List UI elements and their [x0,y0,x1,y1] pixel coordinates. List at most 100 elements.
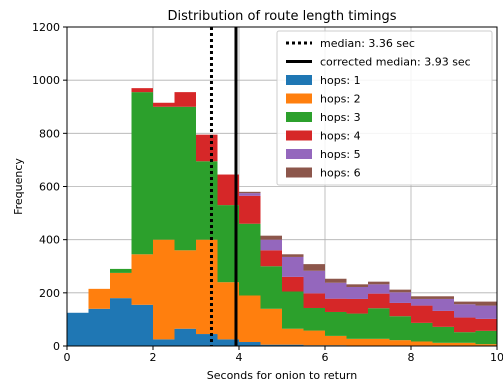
legend-patch-swatch [286,112,312,122]
legend-patch-swatch [286,130,312,141]
bar-hops-4-bin-15 [389,302,411,317]
bar-hops-6-bin-15 [389,289,411,293]
bar-hops-1-bin-8 [239,342,261,346]
bar-hops-4-bin-6 [196,134,218,162]
bar-hops-3-bin-13 [346,313,368,339]
y-tick-label: 200 [39,287,60,300]
bar-hops-1-bin-2 [110,298,132,346]
bar-hops-5-bin-14 [368,284,390,294]
x-axis-label: Seconds for onion to return [207,369,357,382]
bar-hops-1-bin-0 [67,312,89,346]
bar-hops-4-bin-3 [131,88,153,93]
bar-hops-2-bin-4 [153,239,175,340]
bar-hops-4-bin-7 [217,174,239,206]
bar-hops-6-bin-11 [303,264,325,271]
bar-hops-1-bin-6 [196,334,218,346]
x-tick-label: 10 [490,351,503,364]
bar-hops-3-bin-5 [174,106,196,251]
legend-patch-swatch [286,93,312,104]
bar-hops-6-bin-18 [454,301,476,305]
bar-hops-6-bin-8 [239,191,261,194]
bar-hops-2-bin-1 [88,288,110,309]
bar-hops-2-bin-11 [303,330,325,346]
legend-patch-swatch [286,75,312,85]
bar-hops-4-bin-17 [432,310,454,327]
bar-hops-1-bin-10 [282,344,304,346]
bar-hops-3-bin-2 [110,268,132,273]
bar-hops-2-bin-16 [411,341,433,346]
legend-patch-swatch [286,167,312,178]
bar-hops-5-bin-18 [454,304,476,318]
bar-hops-3-bin-18 [454,332,476,343]
bar-hops-2-bin-14 [368,338,390,346]
bar-hops-5-bin-8 [239,193,261,196]
bar-hops-2-bin-2 [110,272,132,299]
legend-entry-label: corrected median: 3.93 sec [320,56,471,69]
legend-box [276,30,493,186]
bar-hops-4-bin-4 [153,102,175,107]
bar-hops-3-bin-8 [239,223,261,296]
bar-hops-4-bin-8 [239,195,261,224]
bar-hops-5-bin-11 [303,270,325,294]
bar-hops-2-bin-10 [282,328,304,345]
bar-hops-6-bin-12 [325,278,347,283]
bar-hops-1-bin-5 [174,328,196,346]
bar-hops-6-bin-14 [368,281,390,285]
bar-hops-2-bin-17 [432,342,454,346]
bar-hops-5-bin-16 [411,298,433,306]
bar-hops-6-bin-10 [282,254,304,257]
bar-hops-5-bin-9 [260,239,282,251]
x-tick-label: 4 [236,351,243,364]
bar-hops-4-bin-18 [454,317,476,333]
y-tick-label: 600 [39,181,60,194]
legend-entry-label: hops: 3 [320,111,361,124]
chart-title: Distribution of route length timings [168,9,397,24]
bar-hops-4-bin-19 [475,318,497,331]
bar-hops-1-bin-9 [260,344,282,346]
bar-hops-6-bin-13 [346,284,368,287]
y-tick-label: 800 [39,127,60,140]
legend-entry-label: hops: 2 [320,93,361,106]
bar-hops-4-bin-12 [325,298,347,312]
bar-hops-3-bin-11 [303,307,325,331]
legend-entry-label: hops: 5 [320,148,361,161]
bar-hops-4-bin-9 [260,250,282,267]
bar-hops-3-bin-7 [217,205,239,283]
bar-hops-2-bin-5 [174,250,196,329]
bar-hops-3-bin-10 [282,291,304,329]
bar-hops-4-bin-14 [368,293,390,309]
x-tick-label: 8 [408,351,415,364]
x-tick-label: 6 [322,351,329,364]
axis-ticks: 0 2 4 6 8 10 0 200 400 600 800 1000 1200 [32,21,503,364]
bar-hops-3-bin-19 [475,330,497,345]
bar-hops-4-bin-10 [282,276,304,292]
y-axis-label: Frequency [12,158,25,215]
bar-hops-5-bin-15 [389,292,411,303]
bar-hops-2-bin-19 [475,344,497,346]
bar-hops-3-bin-3 [131,92,153,255]
bar-hops-4-bin-16 [411,305,433,323]
bar-hops-1-bin-7 [217,339,239,346]
bar-hops-4-bin-13 [346,298,368,314]
bar-hops-2-bin-7 [217,282,239,340]
bar-hops-3-bin-14 [368,308,390,339]
y-tick-label: 1000 [32,74,60,87]
histogram-bars [67,88,497,346]
bar-hops-6-bin-9 [260,235,282,240]
legend-entry-label: hops: 4 [320,130,361,143]
bar-hops-2-bin-18 [454,342,476,346]
bar-hops-2-bin-15 [389,340,411,346]
bar-hops-3-bin-12 [325,311,347,336]
bar-hops-4-bin-11 [303,293,325,308]
bar-hops-5-bin-13 [346,286,368,299]
legend: median: 3.36 sec corrected median: 3.93 s… [276,30,493,186]
bar-hops-1-bin-1 [88,308,110,346]
bar-hops-6-bin-19 [475,301,497,306]
y-tick-label: 0 [53,340,60,353]
bar-hops-3-bin-6 [196,161,218,240]
bar-hops-2-bin-8 [239,295,261,343]
bar-hops-5-bin-10 [282,256,304,277]
legend-entry-label: hops: 6 [320,167,361,180]
bar-hops-3-bin-4 [153,106,175,240]
